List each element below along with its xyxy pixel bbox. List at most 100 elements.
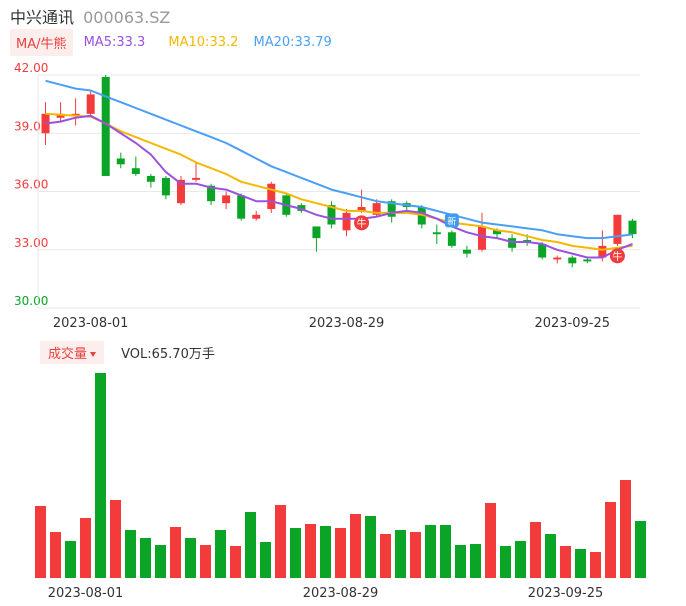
candle-body [312, 226, 321, 239]
stock-header: 中兴通讯 000063.SZ [10, 4, 170, 28]
volume-bar [200, 545, 211, 578]
candle [56, 102, 65, 122]
volume-bar [560, 546, 571, 578]
candle-body [131, 168, 140, 175]
volume-bar [170, 527, 181, 578]
new-marker-badge [444, 213, 459, 228]
candle-body [176, 179, 185, 204]
volume-bar [185, 538, 196, 578]
candle-body [161, 177, 170, 196]
candle-body [146, 175, 155, 182]
candle [252, 210, 261, 221]
candle [131, 156, 140, 176]
bull-marker: 牛 [354, 215, 370, 231]
candle-body [116, 158, 125, 165]
volume-bar [140, 538, 151, 578]
volume-bar [515, 541, 526, 578]
volume-bar [50, 532, 61, 578]
ma5-legend: MA5:33.3 [83, 35, 146, 50]
volume-bar [575, 549, 586, 578]
y-tick-label: 33.00 [14, 236, 48, 250]
candle [86, 90, 95, 118]
volume-bar [275, 505, 286, 578]
ma10-legend: MA10:33.2 [168, 35, 239, 50]
new-marker: 新 [444, 213, 459, 228]
candle [312, 226, 321, 252]
volume-bar [125, 530, 136, 578]
volume-bar [590, 552, 601, 578]
volume-bar [35, 506, 46, 578]
candle-body [598, 245, 607, 258]
candle-body [493, 230, 502, 235]
candle [553, 255, 562, 264]
bull-marker-label: 牛 [612, 250, 622, 263]
volume-bar [350, 514, 361, 578]
volume-bar [605, 502, 616, 578]
candle [342, 208, 351, 237]
volume-value: VOL:65.70万手 [121, 347, 215, 362]
x-tick-label: 2023-09-25 [528, 586, 604, 601]
candle-body [357, 207, 366, 211]
ma-legend: MA/牛熊 MA5:33.3 MA10:33.2 MA20:33.79 [10, 29, 332, 56]
volume-bar [155, 545, 166, 578]
x-tick-label: 2023-08-29 [303, 586, 379, 601]
candle-body [222, 195, 231, 204]
candle [267, 181, 276, 213]
volume-bar [335, 528, 346, 578]
candle-body [86, 94, 95, 114]
volume-bar [95, 373, 106, 578]
candle-body [252, 214, 261, 219]
volume-bar [305, 524, 316, 578]
candle-body [342, 212, 351, 231]
candle [462, 245, 471, 258]
candle-body [192, 177, 201, 180]
volume-bar [245, 512, 256, 578]
candle [477, 212, 486, 252]
candle-body [477, 226, 486, 250]
ma-indicator-selector[interactable]: MA/牛熊 [10, 29, 73, 56]
bull-marker: 牛 [609, 248, 625, 264]
candle [327, 201, 336, 229]
candle-body [237, 195, 246, 219]
candle [613, 214, 622, 246]
candle-body [568, 257, 577, 264]
volume-bar [215, 530, 226, 578]
candle-body [628, 220, 637, 235]
new-marker-label: 新 [447, 215, 456, 227]
candle [116, 152, 125, 169]
candle [568, 255, 577, 268]
volume-bar [80, 518, 91, 578]
x-tick-label: 2023-08-01 [53, 316, 129, 331]
bull-marker-label: 牛 [357, 217, 367, 230]
volume-bar [230, 546, 241, 578]
candle-body [207, 185, 216, 202]
candle [432, 224, 441, 244]
candle [101, 75, 110, 176]
volume-legend: 成交量 VOL:65.70万手 [40, 341, 215, 364]
y-tick-label: 30.00 [14, 294, 48, 308]
candle-body [553, 257, 562, 260]
stock-code: 000063.SZ [83, 8, 171, 27]
candle [222, 191, 231, 209]
chevron-down-icon [90, 352, 97, 357]
volume-bar [530, 522, 541, 578]
candlestick-chart[interactable]: 42.00 39.00 36.00 33.00 30.00 2023-08-01 2023-… [0, 0, 686, 340]
y-tick-label: 42.00 [14, 61, 48, 75]
candle-body [447, 232, 456, 246]
volume-bar [635, 521, 646, 578]
y-tick-label: 36.00 [14, 178, 48, 192]
volume-bar [290, 528, 301, 578]
candle-body [101, 76, 110, 176]
x-tick-label: 2023-09-25 [534, 316, 610, 331]
candle-body [372, 203, 381, 215]
volume-bar [620, 480, 631, 578]
candle [71, 98, 80, 126]
volume-bar [110, 500, 121, 578]
volume-indicator-selector[interactable]: 成交量 [40, 341, 105, 364]
candle [447, 230, 456, 248]
candle-body [432, 232, 441, 235]
candle [161, 175, 170, 200]
ma20-legend: MA20:33.79 [253, 35, 332, 50]
ma10-line [45, 112, 633, 251]
ma5-line [45, 114, 633, 259]
